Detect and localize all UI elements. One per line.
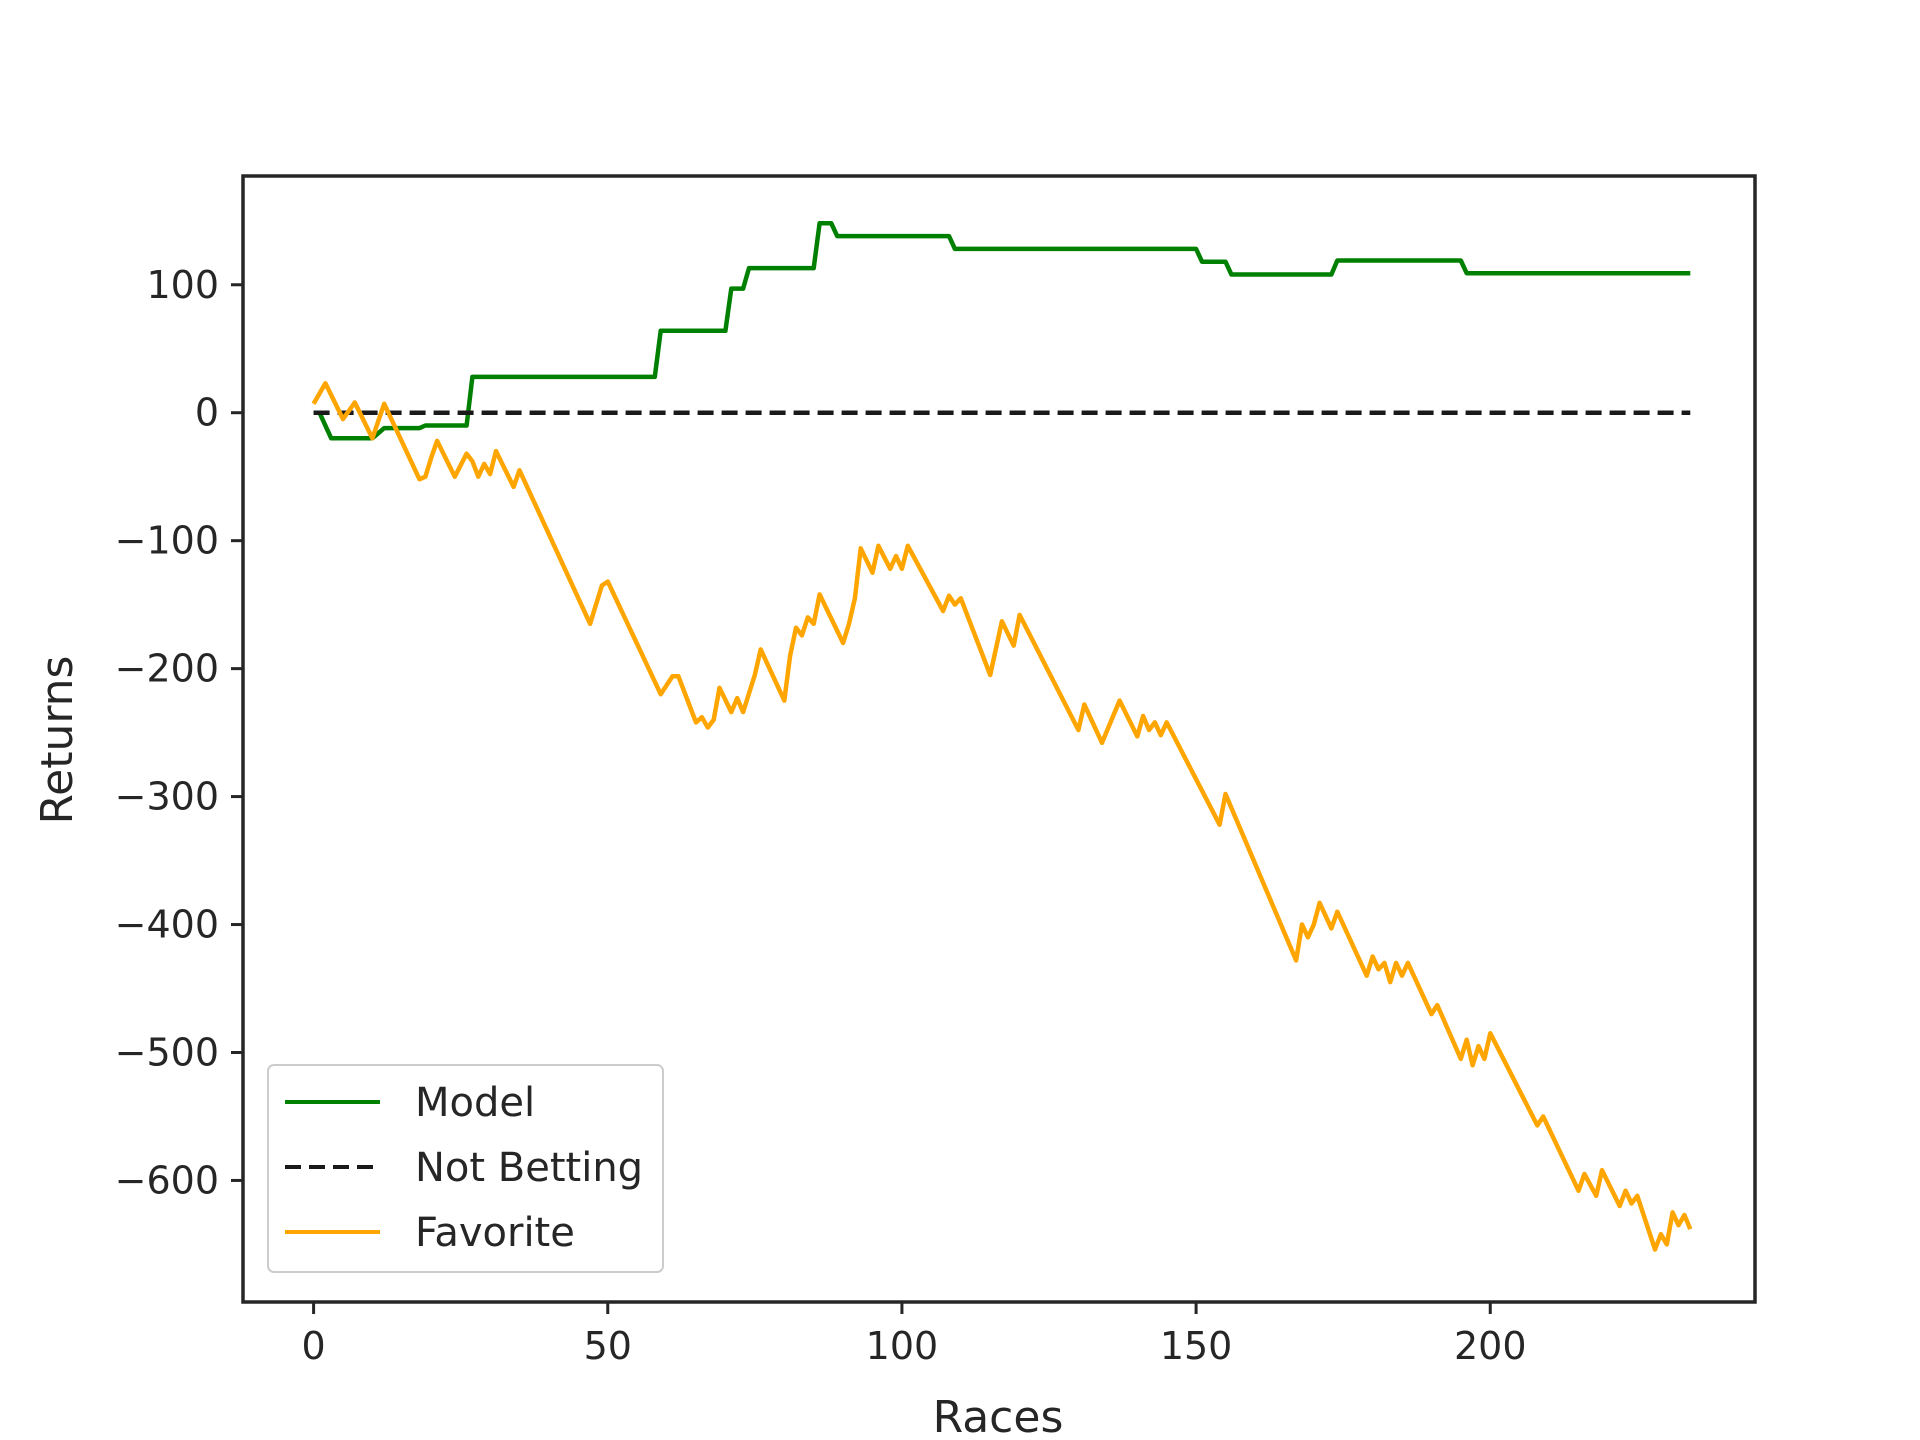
y-tick-label: −500 [115, 1030, 219, 1074]
y-tick-label: 100 [146, 263, 219, 307]
x-axis: 0 50 100 150 200 [302, 1302, 1527, 1368]
y-tick-label: −300 [115, 775, 219, 819]
x-axis-label: Races [933, 1392, 1064, 1440]
x-tick-label: 150 [1160, 1324, 1233, 1368]
x-tick-label: 50 [584, 1324, 632, 1368]
y-tick-label: 0 [195, 391, 219, 435]
x-tick-label: 100 [866, 1324, 939, 1368]
series-line-model [313, 221, 1691, 441]
y-tick-label: −200 [115, 647, 219, 691]
legend-label-model: Model [415, 1080, 535, 1126]
x-tick-label: 0 [302, 1324, 326, 1368]
y-tick-label: −400 [115, 903, 219, 947]
legend: Model Not Betting Favorite [267, 1064, 664, 1273]
y-axis: 100 0 −100 −200 −300 −400 −500 −600 [115, 263, 243, 1202]
x-tick-label: 200 [1454, 1324, 1527, 1368]
y-tick-label: −600 [115, 1158, 219, 1202]
series-line-favorite [311, 381, 1693, 1252]
legend-label-not-betting: Not Betting [415, 1145, 643, 1191]
legend-label-favorite: Favorite [415, 1210, 575, 1256]
y-axis-label: Returns [32, 656, 83, 825]
plot-frame [241, 174, 1757, 1304]
y-tick-label: −100 [115, 519, 219, 563]
legend-box [267, 1064, 664, 1273]
series-layer [311, 221, 1693, 1252]
